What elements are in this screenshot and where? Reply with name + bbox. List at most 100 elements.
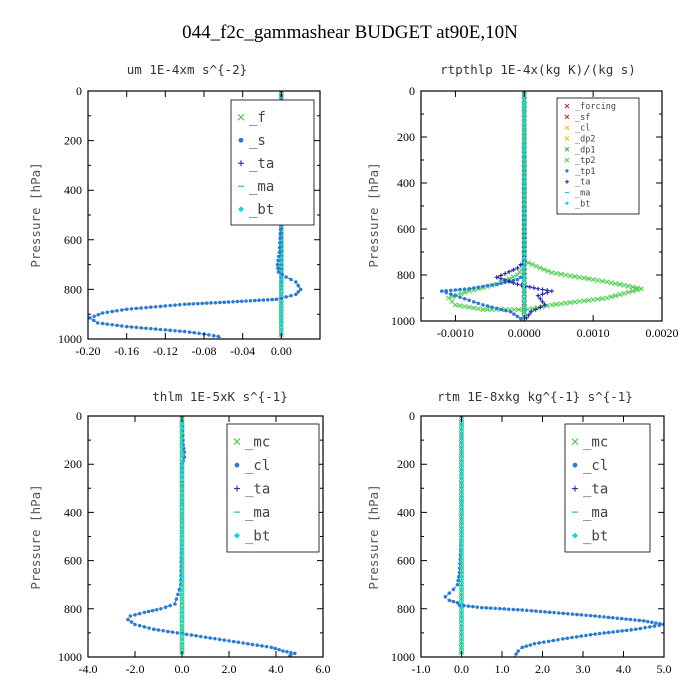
thlm-xtick-label: 2.0 [222,662,237,676]
thlm-cl-series-point [174,597,179,601]
rtm-bt-series-point [459,458,464,463]
rtm-cl-series-point [466,604,471,608]
rtpthlp-bt-series-point [522,224,527,229]
rtm-cl-series-point [615,616,620,620]
rtpthlp-tp2-series-point [625,283,631,289]
rtm-bt-series-point [459,601,464,606]
rtpthlp-tp2-series-point [572,273,578,280]
thlm-legend-label: _mc [245,435,270,451]
thlm-bt-series-point [179,498,185,503]
rtm-cl-series-point [515,607,520,612]
thlm-bt-series-point [179,453,185,459]
thlm-bt-series-point [179,476,185,481]
um-profile-series-point [149,305,153,309]
rtpthlp-tp1-series-point [499,281,503,286]
rtm-cl-series-point [520,608,525,612]
thlm-legend-swatch [234,485,240,492]
um-profile-series-point [115,308,119,313]
thlm-bt-series-point [179,485,185,490]
rtpthlp-tp2-series-point [634,285,640,291]
rtpthlp-tp2-series-point [604,279,610,285]
um-bt-series-point [279,309,284,315]
thlm-cl-series-point [173,602,177,606]
um-profile-series-point [129,325,134,329]
rtpthlp-tp2-series-point [514,272,520,278]
um-ytick-label: 1000 [58,332,82,346]
rtm-cl-series-point [534,609,538,613]
thlm-xtick-label: -2.0 [126,662,145,676]
thlm-cl-series-point [269,645,274,650]
thlm-legend-swatch [234,462,240,468]
thlm-cl-series-point [189,633,194,637]
rtm-legend-swatch [572,462,578,468]
rtpthlp-tp2-series-point [462,289,468,296]
rtpthlp-tp2-series-point [585,276,592,282]
rtm-cl-series-point [462,603,466,608]
thlm-bt-series-point [179,645,185,651]
thlm-bt-series-point [179,494,185,499]
thlm-cl-series-point [213,636,217,641]
um-profile-series-point [274,297,279,302]
um-profile-series-point [192,331,197,335]
thlm-bt-series-point [179,610,185,615]
rtm-bt-series-point [459,453,464,459]
rtpthlp-bt-series-point [522,115,527,121]
rtm-cl-series-point [556,637,560,642]
panel-rtm: rtm 1E-8xkg kg^{-1} s^{-1} Pressure [hPa… [366,389,672,676]
rtm-bt-series-point [459,561,464,566]
rtm-cl-series-point [611,616,615,620]
thlm-legend-box [226,423,320,553]
thlm-cl-series-point [159,607,163,611]
rtm-bt-series-point [459,543,464,548]
rtpthlp-xtick-label: 0.0020 [646,326,679,340]
rtpthlp-ta-series-point [511,267,516,273]
rtpthlp-bt-series-point [522,278,527,283]
um-f-series-point [278,91,284,94]
um-profile-series-point [187,330,192,334]
rtpthlp-ta-series-point [540,299,545,305]
rtpthlp-tp2-series-point [457,303,463,309]
thlm-cl-series-point [175,631,180,635]
um-ytick-label: 0 [76,84,82,98]
rtpthlp-ta-series-point [502,271,508,276]
um-profile-series-point [204,301,209,305]
um-legend-label: _ma [249,179,274,195]
rtpthlp-bt-series-point [522,178,527,184]
thlm-cl-series-point [260,644,264,648]
um-ytick-label: 600 [64,233,82,247]
um-profile-series-point [261,298,266,302]
thlm-cl-series-point [273,646,277,651]
rtpthlp-tp1-series-point [449,292,453,296]
um-profile-series-point [110,322,114,327]
rtpthlp-tp2-series-point [533,263,539,269]
rtm-legend-label: _ta [583,482,608,498]
thlm-bt-series-point [179,511,185,517]
thlm-bt-series-point [179,628,185,633]
rtpthlp-legend-label: _forcing [575,102,616,112]
rtpthlp-tp2-series-point [567,300,573,306]
rtpthlp-tp2-series-point [506,276,512,282]
rtpthlp-tp2-series-point [549,302,555,308]
panel-thlm-title: thlm 1E-5xK s^{-1} [152,389,287,404]
rtm-cl-series-point [551,638,556,643]
um-profile-series-point [153,305,158,309]
thlm-bt-series-point [179,636,185,642]
thlm-bt-series-point [179,445,185,450]
panel-um-plot: 0 200 400 600 800 1000-0.20 -0.16 -0.12 -0.08 -0.… [58,84,321,358]
rtpthlp-legend-label: _sf [575,113,590,123]
rtm-bt-series-point [459,547,464,553]
um-profile-series-point [276,254,281,259]
rtpthlp-tp2-series-point [581,275,587,281]
rtm-mc-series-point [458,416,465,419]
thlm-cl-series-point [264,644,269,649]
thlm-cl-series-point [154,607,159,612]
um-legend-label: _f [249,110,266,126]
rtm-legend-swatch [571,438,579,445]
rtpthlp-bt-series-point [522,228,527,234]
rtpthlp-ta-series-point [506,269,512,274]
rtpthlp-tp2-series-point [516,306,522,313]
rtpthlp-tp2-series-point [617,281,623,288]
panel-um: um 1E-4xm s^{-2} Pressure [hPa] 0 200 400 6… [28,62,321,358]
thlm-cl-series-point [285,650,289,654]
rtpthlp-ta-series-point [540,287,545,292]
